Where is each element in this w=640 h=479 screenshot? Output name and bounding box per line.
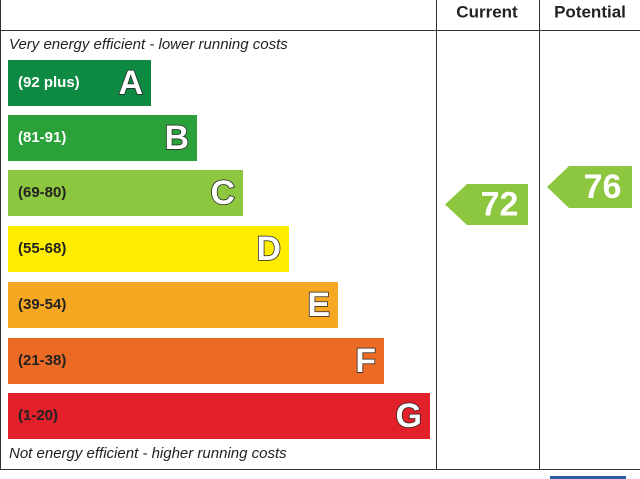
bottom-note: Not energy efficient - higher running co… (9, 445, 287, 462)
band (8, 282, 338, 328)
band-range: (81-91) (18, 129, 66, 146)
top-note: Very energy efficient - lower running co… (9, 36, 288, 53)
rating-value: 76 (584, 168, 622, 206)
band-letter: A (118, 64, 143, 102)
band-range: (55-68) (18, 240, 66, 257)
column-header: Potential (554, 2, 626, 21)
rating-arrow (547, 166, 632, 208)
band-letter: E (307, 286, 330, 324)
rating-value: 72 (481, 185, 519, 223)
band (8, 60, 151, 106)
band-range: (21-38) (18, 352, 66, 369)
band-range: (69-80) (18, 184, 66, 201)
band (8, 393, 430, 439)
band (8, 226, 289, 272)
column-header: Current (456, 2, 518, 21)
band-range: (39-54) (18, 296, 66, 313)
decoration (550, 476, 626, 479)
band-letter: B (164, 119, 189, 157)
rating-arrow (445, 184, 528, 225)
band-letter: D (256, 230, 281, 268)
band-range: (1-20) (18, 407, 58, 424)
band-letter: G (396, 397, 422, 435)
band-range: (92 plus) (18, 74, 80, 91)
band (8, 338, 384, 384)
band-letter: F (355, 342, 376, 380)
band (8, 115, 197, 161)
band (8, 170, 243, 216)
band-letter: C (210, 174, 235, 212)
